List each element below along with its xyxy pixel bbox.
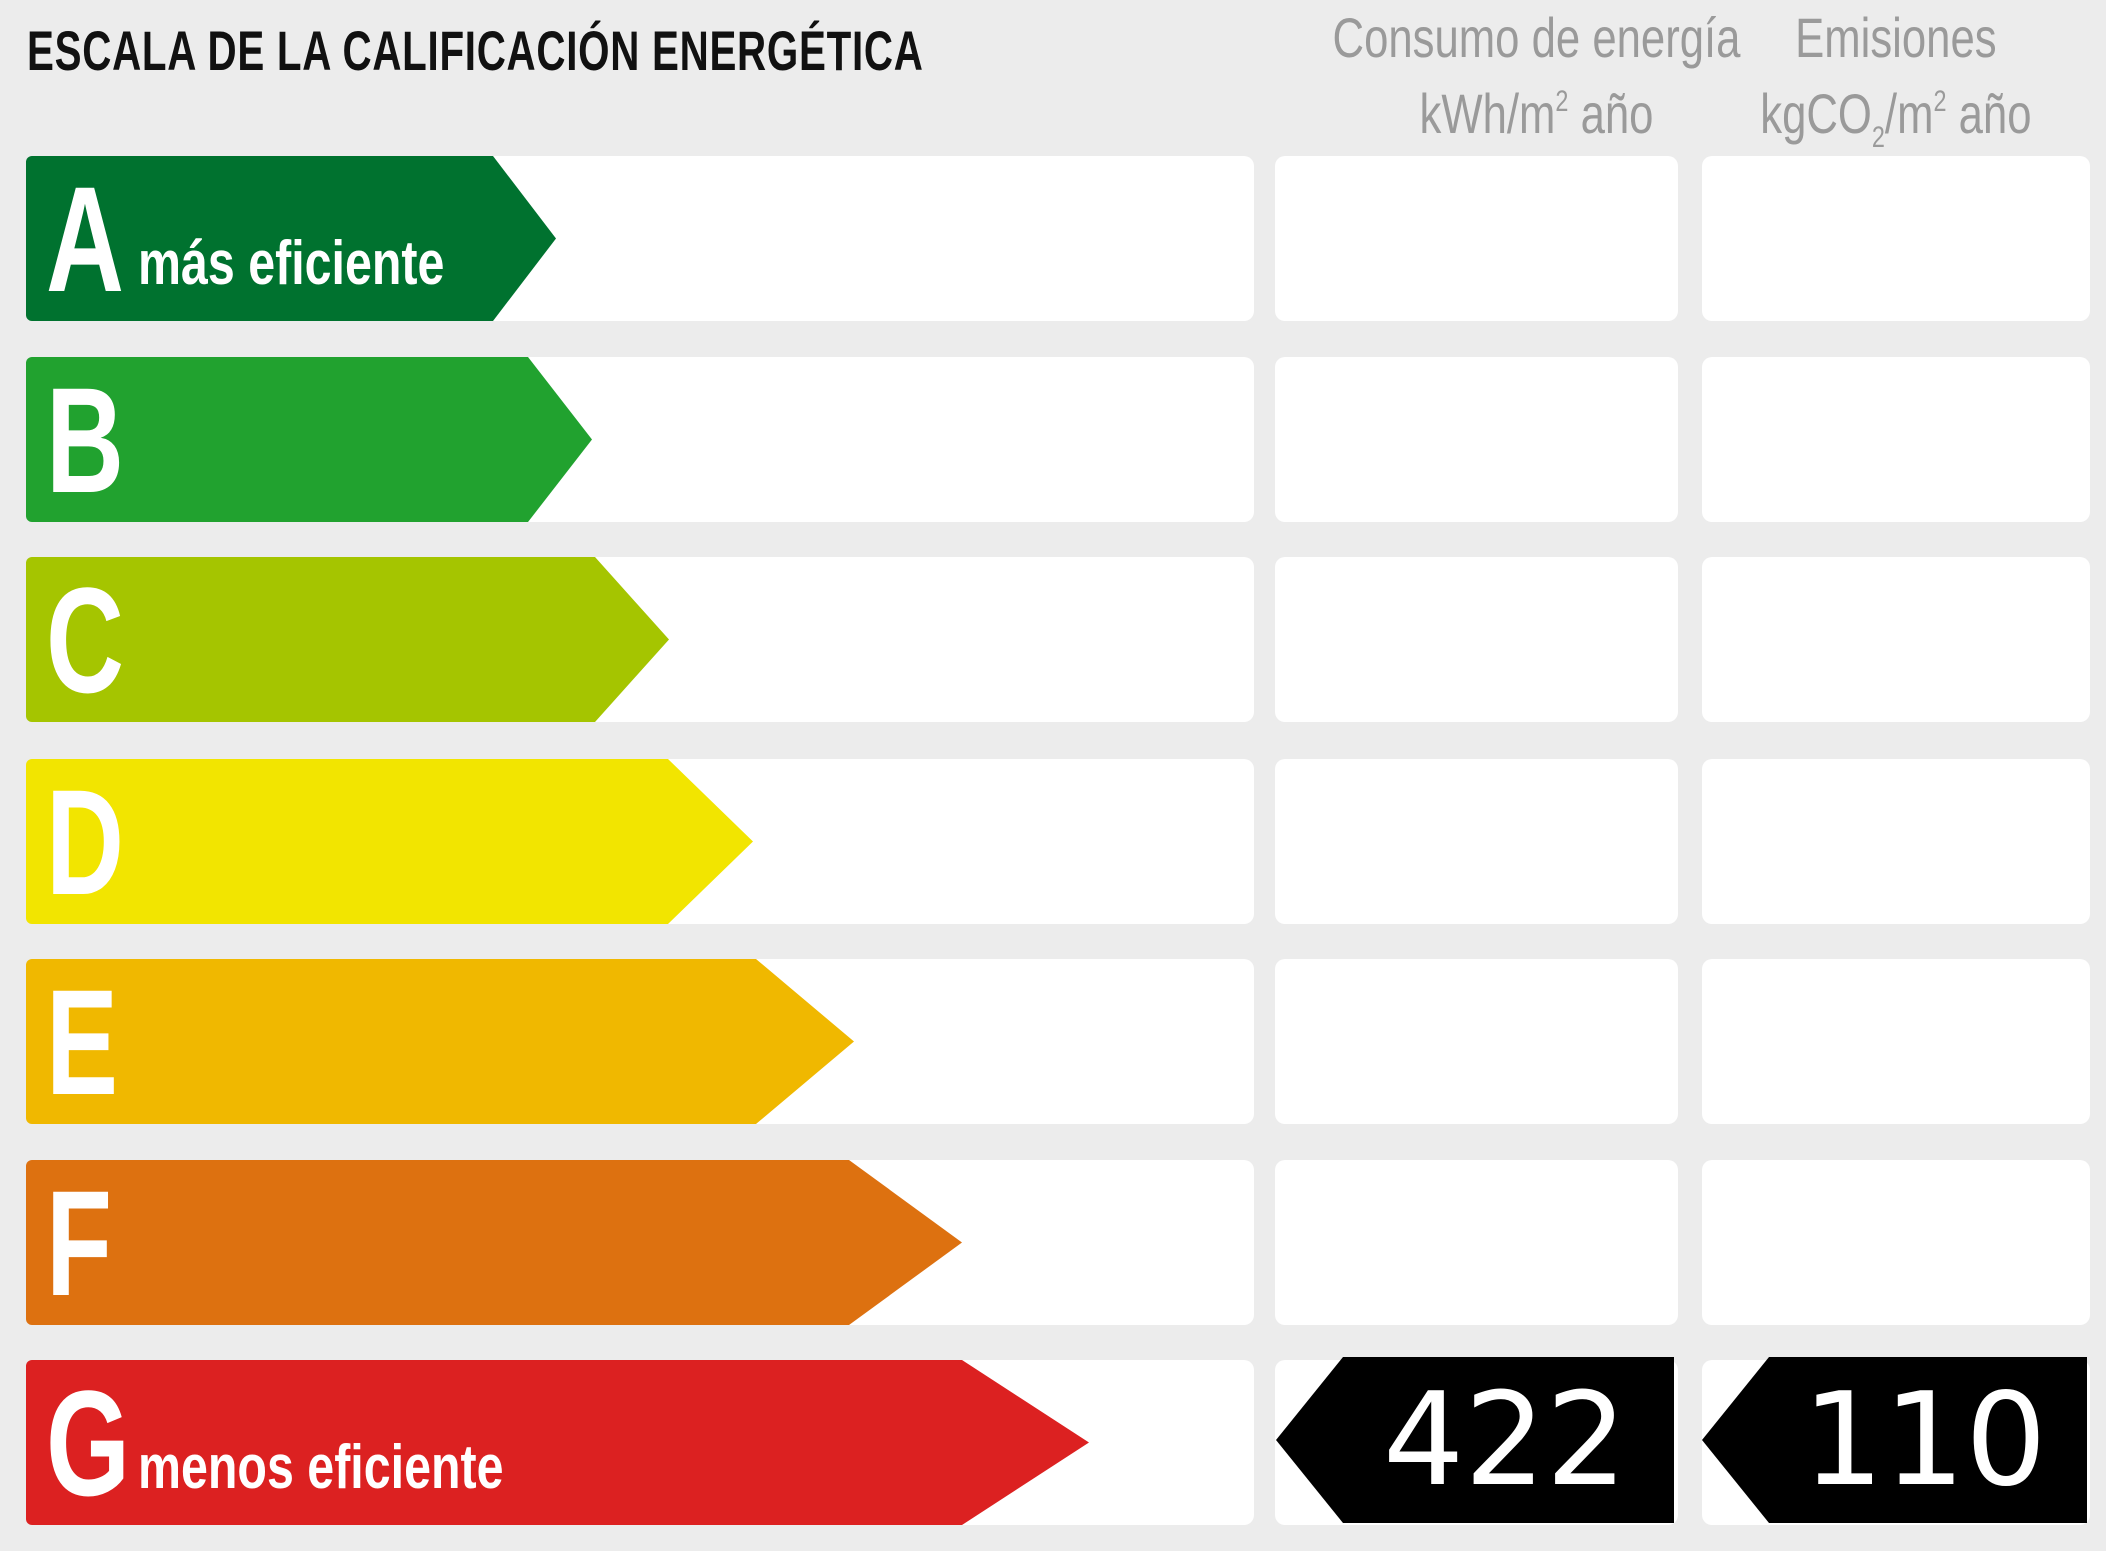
rating-letter: F xyxy=(46,1159,112,1327)
emissions-cell-e xyxy=(1702,959,2090,1124)
energy-column-header: Consumo de energía kWh/m2 año xyxy=(1275,6,1741,146)
energy-header-unit: kWh/m2 año xyxy=(1419,82,1654,145)
rating-letter: E xyxy=(46,958,119,1126)
energy-cell-c xyxy=(1275,557,1678,722)
emissions-cell-f xyxy=(1702,1160,2090,1325)
energy-cell-d xyxy=(1275,759,1678,924)
value-text: 422 xyxy=(1382,1365,1628,1515)
rating-label: menos eficiente xyxy=(138,1433,504,1502)
energy-cell-a xyxy=(1275,156,1678,321)
emissions-cell-a xyxy=(1702,156,2090,321)
energy-value-badge: 422 xyxy=(1276,1357,1674,1523)
emissions-cell-b xyxy=(1702,357,2090,522)
emissions-header-unit: kgCO2/m2 año xyxy=(1760,82,2032,154)
rating-label: más eficiente xyxy=(138,229,445,298)
rating-letter: G xyxy=(46,1359,131,1527)
rating-letter: B xyxy=(46,356,124,524)
page-title: ESCALA DE LA CALIFICACIÓN ENERGÉTICA xyxy=(27,19,924,82)
rating-letter: A xyxy=(46,155,124,323)
emissions-column-header: Emisiones kgCO2/m2 año xyxy=(1702,6,2090,170)
rating-arrow-b: B xyxy=(26,357,592,522)
emissions-value-badge: 110 xyxy=(1702,1357,2087,1523)
energy-cell-e xyxy=(1275,959,1678,1124)
rating-letter: D xyxy=(46,758,124,926)
rating-arrow-d: D xyxy=(26,759,753,924)
rating-arrow-f: F xyxy=(26,1160,962,1325)
rating-arrow-c: C xyxy=(26,557,669,722)
energy-cell-b xyxy=(1275,357,1678,522)
energy-header-label: Consumo de energía xyxy=(1332,6,1741,69)
emissions-cell-c xyxy=(1702,557,2090,722)
value-text: 110 xyxy=(1802,1365,2047,1515)
emissions-header-label: Emisiones xyxy=(1795,6,1997,69)
emissions-cell-d xyxy=(1702,759,2090,924)
rating-arrow-e: E xyxy=(26,959,854,1124)
energy-cell-f xyxy=(1275,1160,1678,1325)
rating-letter: C xyxy=(46,556,124,724)
